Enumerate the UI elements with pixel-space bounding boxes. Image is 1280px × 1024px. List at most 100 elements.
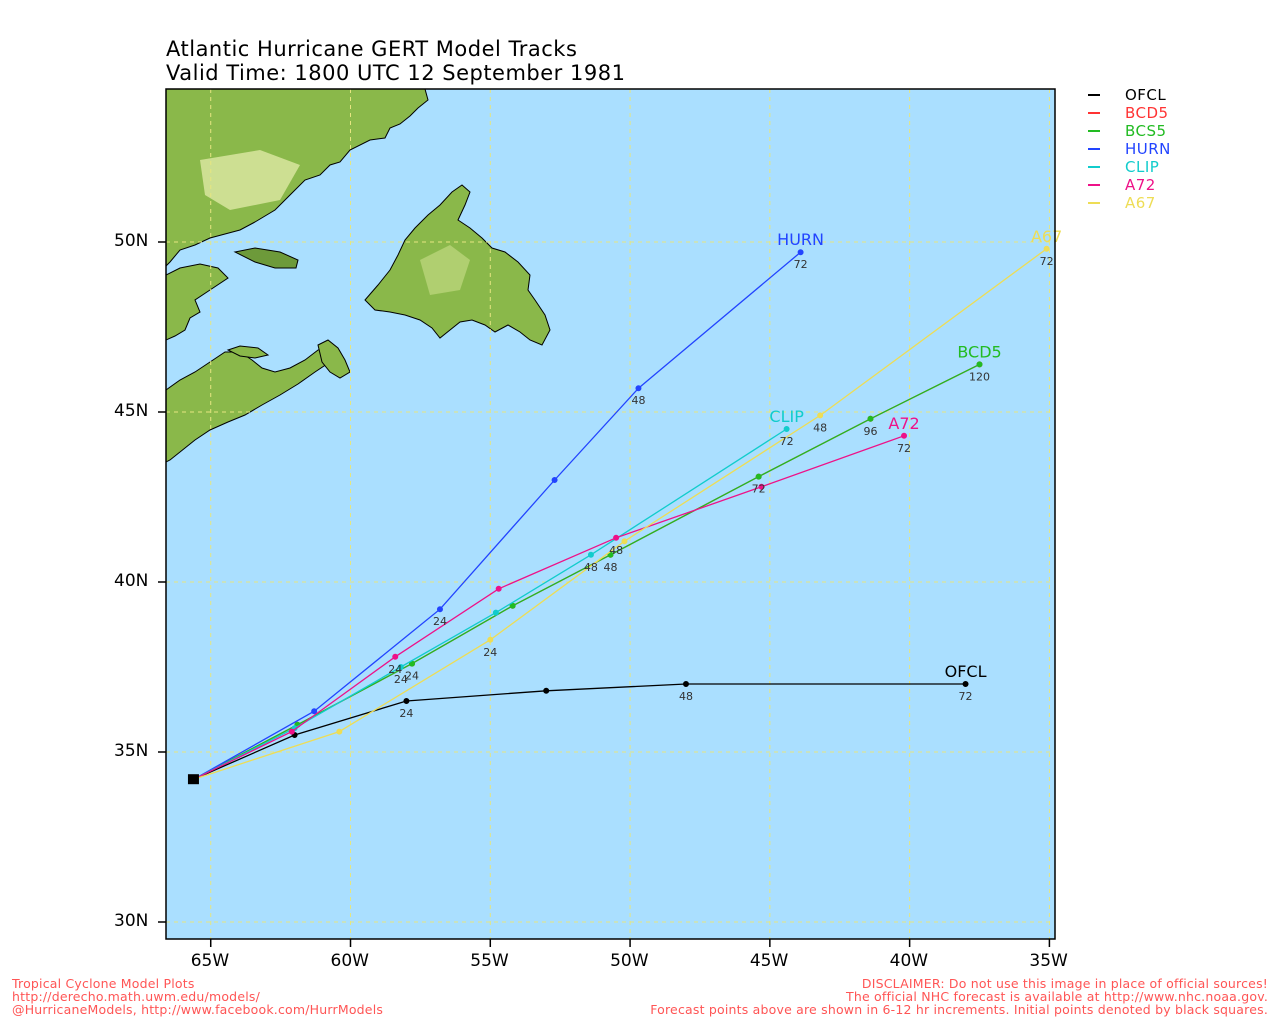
grid-lines [166, 89, 1055, 939]
lon-tick-label: 55W [470, 951, 509, 971]
legend-label: BCS5 [1125, 122, 1167, 140]
footer-link-models[interactable]: http://derecho.math.uwm.edu/models/ [12, 989, 261, 1004]
legend-item-a72: A72 [1088, 176, 1171, 194]
legend-label: A67 [1125, 194, 1156, 212]
track-point-hurn [635, 385, 642, 392]
track-line-clip [193, 428, 787, 780]
forecast-hour-label: 72 [897, 442, 911, 455]
track-point-a67 [621, 538, 628, 545]
lat-tick-label: 40N [114, 571, 149, 591]
lon-tick-label: 40W [889, 951, 929, 971]
forecast-hour-label: 24 [394, 673, 408, 686]
legend-label: OFCL [1125, 86, 1167, 104]
track-point-a72 [901, 432, 908, 439]
legend-swatch [1088, 148, 1100, 150]
legend-swatch [1088, 202, 1100, 204]
track-end-label: HURN [777, 230, 824, 249]
forecast-hour-label: 120 [969, 370, 990, 383]
legend-swatch [1088, 166, 1100, 168]
track-line-ofcl [193, 683, 966, 780]
forecast-hour-label: 48 [584, 561, 598, 574]
gaspe-land [166, 263, 229, 341]
forecast-hour-label: 96 [863, 425, 877, 438]
track-point-bcs5 [755, 473, 762, 480]
track-point-hurn [436, 606, 443, 613]
track-line-a67 [193, 248, 1047, 780]
lon-tick-label: 60W [330, 951, 369, 971]
legend-item-hurn: HURN [1088, 140, 1171, 158]
lat-tick-label: 30N [114, 911, 149, 931]
track-end-label: A67 [1031, 227, 1062, 246]
forecast-hour-label: 48 [631, 394, 645, 407]
forecast-hour-label: 72 [794, 258, 808, 271]
track-point-a67 [336, 728, 343, 735]
lon-tick-label: 45W [749, 951, 789, 971]
legend-item-clip: CLIP [1088, 158, 1171, 176]
lon-tick-label: 50W [610, 951, 649, 971]
track-point-hurn [551, 476, 558, 483]
forecast-hour-label: 48 [679, 690, 693, 703]
legend-item-a67: A67 [1088, 194, 1171, 212]
track-point-clip [783, 425, 790, 432]
land-masses [166, 89, 551, 463]
track-point-a67 [1043, 245, 1050, 252]
track-point-a72 [495, 585, 502, 592]
lon-tick-label: 35W [1029, 951, 1068, 971]
track-point-clip [587, 551, 594, 558]
lon-tick-label: 65W [190, 951, 230, 971]
mainland-land [166, 89, 429, 267]
forecast-hour-label: 48 [813, 421, 827, 434]
footer-nhc-link[interactable]: The official NHC forecast is available a… [846, 989, 1268, 1004]
lat-tick-label: 45N [114, 401, 149, 421]
track-point-hurn [797, 249, 804, 256]
map-border [165, 88, 1056, 940]
track-point-a72 [758, 483, 765, 490]
initial-position-square [187, 774, 199, 785]
footer-note: Forecast points above are shown in 6-12 … [650, 1002, 1268, 1017]
forecast-hour-label: 24 [483, 646, 497, 659]
forecast-hour-label: 24 [399, 707, 413, 720]
model-tracks [193, 245, 1050, 780]
track-point-clip [397, 664, 404, 671]
track-point-a67 [487, 636, 494, 643]
footer-left-1: Tropical Cyclone Model Plots [12, 976, 195, 991]
forecast-hour-label: 72 [752, 483, 766, 496]
legend-label: HURN [1125, 140, 1171, 158]
track-point-ofcl [682, 681, 689, 688]
pei-island [226, 345, 270, 359]
legend-swatch [1088, 184, 1100, 186]
track-end-label: OFCL [945, 662, 987, 681]
track-line-hurn [193, 251, 802, 780]
legend-item-bcs5: BCS5 [1088, 122, 1171, 140]
track-end-label: BCD5 [957, 342, 1001, 361]
track-point-clip [492, 609, 499, 616]
chart-title: Atlantic Hurricane GERT Model Tracks [166, 37, 578, 61]
track-end-label: A72 [888, 414, 919, 433]
track-point-hurn [311, 708, 318, 715]
track-point-a67 [817, 412, 824, 419]
axis-ticks [158, 241, 1051, 947]
track-point-ofcl [962, 681, 969, 688]
track-point-a72 [288, 728, 295, 735]
legend-label: A72 [1125, 176, 1156, 194]
anticosti-island [233, 247, 299, 269]
track-line-bcs5 [193, 363, 980, 780]
track-point-ofcl [403, 698, 410, 705]
forecast-hour-label: 24 [405, 670, 419, 683]
track-labels: 24 48 72 OFCL 24 48 72 96 120 BCD5 24 48 72 HURN 24 48 7… [187, 227, 1062, 785]
track-end-label: CLIP [769, 407, 804, 426]
legend-swatch [1088, 94, 1100, 96]
legend-label: BCD5 [1125, 104, 1169, 122]
forecast-hour-label: 72 [780, 435, 794, 448]
track-point-bcs5 [976, 361, 983, 368]
footer-left-3: @HurricaneModels, http://www.facebook.co… [12, 1002, 384, 1017]
forecast-hour-label: 72 [959, 690, 973, 703]
legend-swatch [1088, 130, 1100, 132]
forecast-hour-label: 48 [604, 561, 618, 574]
forecast-hour-label: 72 [1040, 255, 1054, 268]
lat-tick-label: 35N [114, 741, 149, 761]
forecast-hour-label: 24 [388, 663, 402, 676]
legend-item-ofcl: OFCL [1088, 86, 1171, 104]
legend: OFCL BCD5 BCS5 HURN CLIP A72 A67 [1088, 86, 1171, 212]
